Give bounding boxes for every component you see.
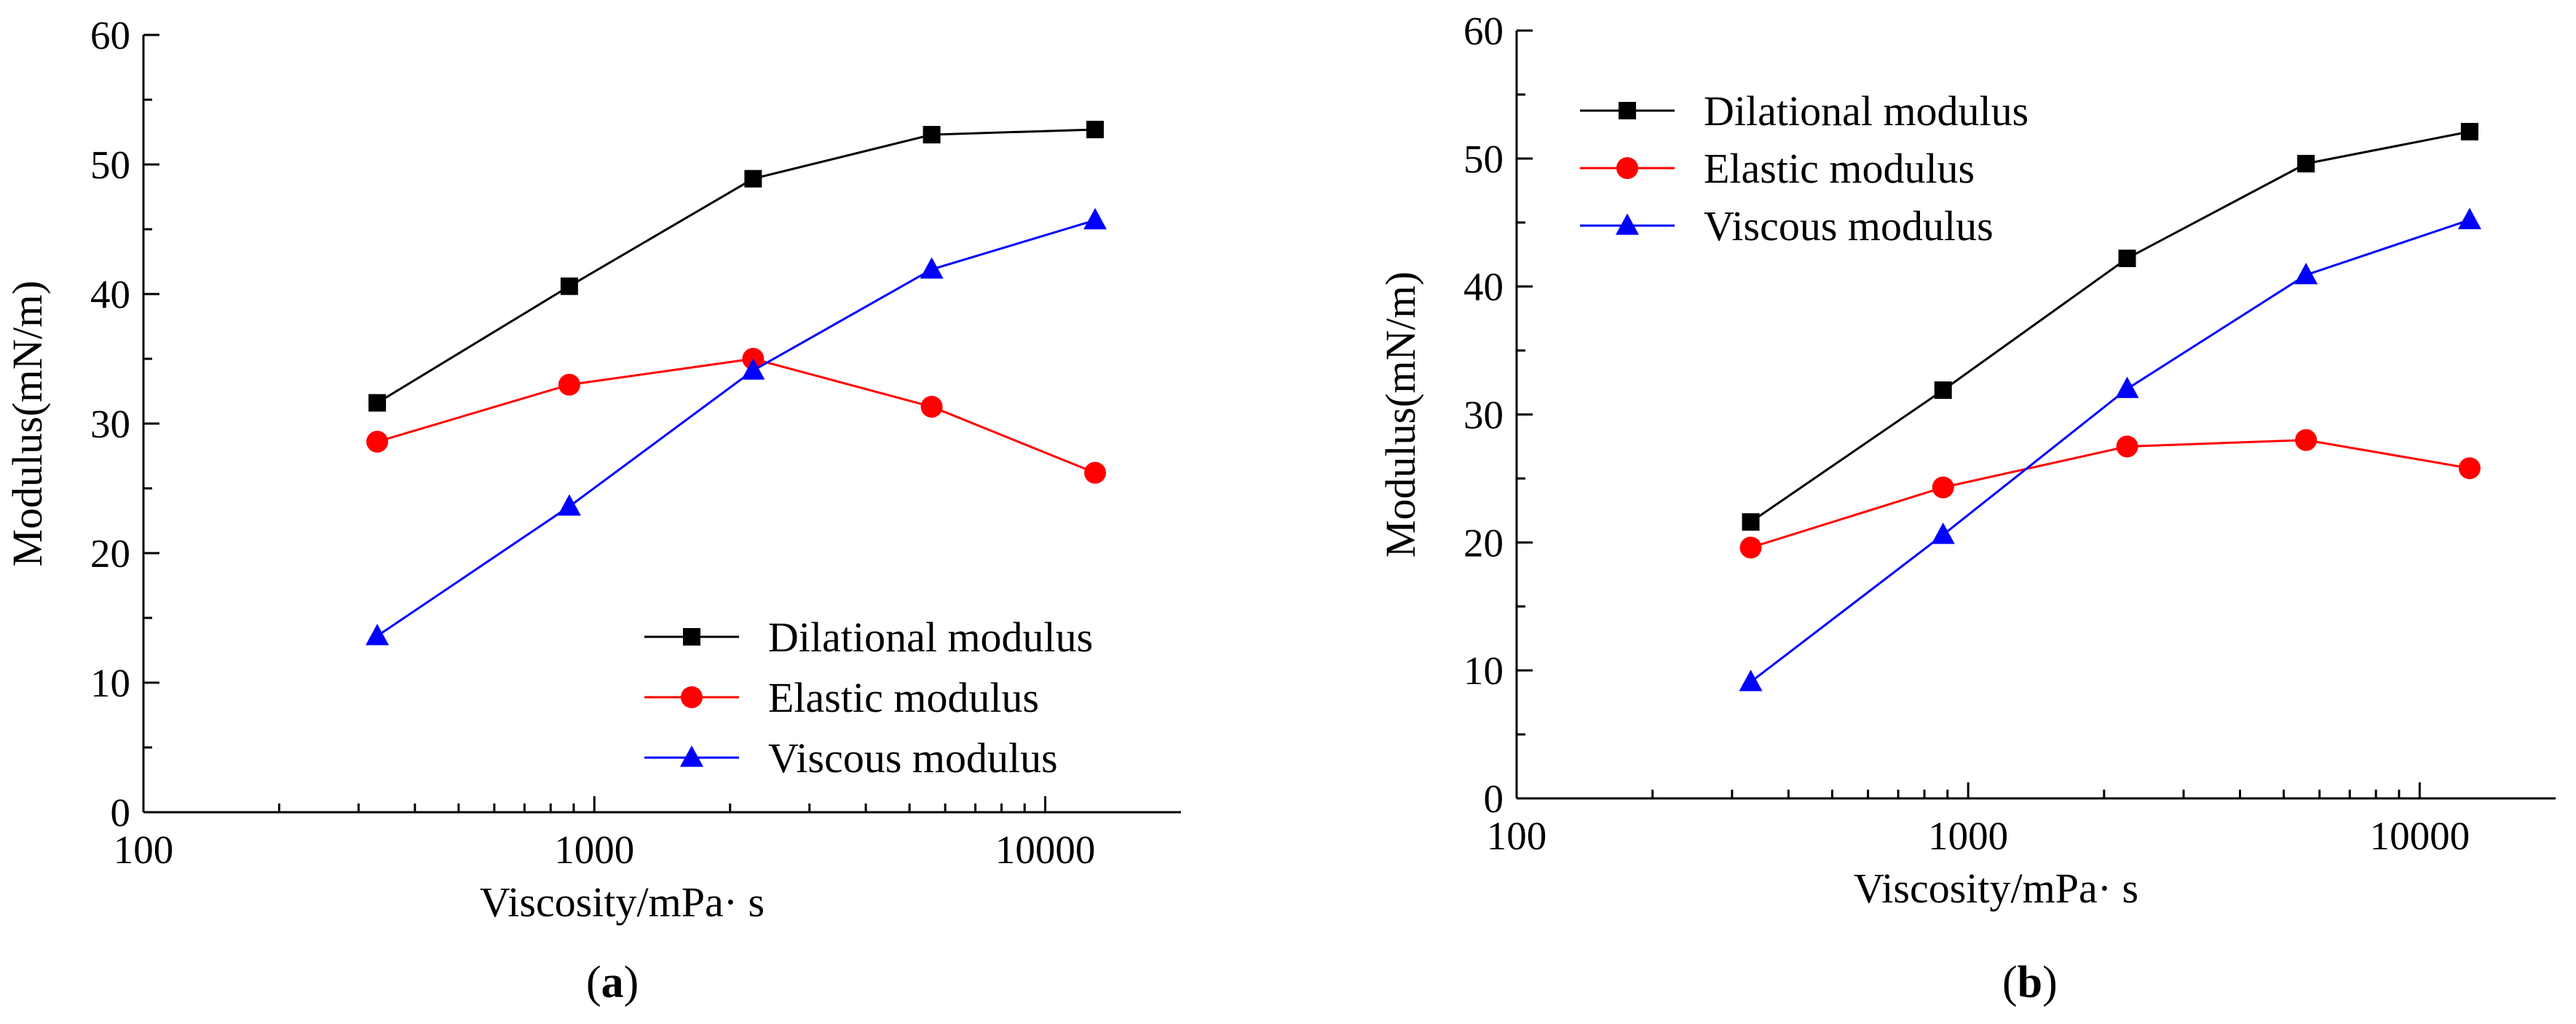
data-point [744,170,762,188]
legend-label: Dilational modulus [768,614,1093,661]
data-point [1083,207,1107,230]
x-tick-label: 10000 [995,827,1096,872]
data-point [2458,457,2481,480]
x-axis-label: Viscosity/mPa· s [480,878,764,926]
data-point [1932,476,1954,499]
data-point [557,494,581,516]
data-point [920,257,944,279]
legend-label: Dilational modulus [1704,87,2028,135]
x-tick-label: 1000 [1928,814,2008,858]
series-2 [1739,207,2481,691]
data-point [741,358,765,380]
chart-panel-a: 0 10 20 30 40 50 60 100 1000 10000 Viscosity/mPa· … [4,13,1181,1007]
y-tick-label: 20 [1463,520,1504,565]
legend-marker [681,686,703,708]
legend-marker [1616,213,1639,235]
panel-label: (a) [586,958,639,1007]
y-tick-label: 30 [1463,393,1504,437]
y-tick-label: 10 [90,661,130,705]
data-point [1934,381,1952,400]
series-line [1750,439,2470,549]
y-tick-label: 40 [1463,265,1504,309]
x-tick-label: 100 [114,827,174,872]
series-1 [366,348,1107,484]
y-tick-label: 0 [111,790,131,835]
x-axis-label: Viscosity/mPa· s [1854,865,2138,912]
data-point [366,624,390,646]
data-point [1086,120,1105,138]
data-point [920,395,943,418]
series-line [376,357,1096,475]
y-tick-label: 30 [90,402,130,446]
legend-marker [1619,102,1636,119]
y-tick-label: 40 [90,272,130,317]
panel-label: (b) [2002,958,2058,1007]
data-point [366,430,389,453]
legend-label: Viscous modulus [768,734,1058,782]
data-point [2297,154,2315,172]
data-point [2118,249,2136,267]
data-point [560,277,578,295]
y-tick-label: 60 [1463,9,1504,53]
legend-marker [1616,157,1638,179]
series-1 [1739,429,2481,559]
data-point [2116,435,2138,458]
data-point [1084,461,1107,484]
x-tick-label: 1000 [554,827,634,872]
data-point [2460,122,2478,140]
series-0 [1742,122,2478,531]
series-2 [366,207,1107,646]
y-tick-label: 50 [1463,137,1504,181]
data-point [1931,522,1955,544]
y-axis-label: Modulus(mN/m) [4,280,51,566]
x-tick-label: 10000 [2370,814,2470,858]
x-tick-label: 100 [1487,814,1547,858]
legend-marker [680,745,703,767]
data-point [1739,670,1763,691]
y-axis-label: Modulus(mN/m) [1377,271,1424,557]
legend-label: Elastic modulus [1704,145,1975,192]
data-point [558,373,580,396]
series-0 [368,120,1105,412]
data-point [2295,429,2318,451]
chart-panel-b: 0 10 20 30 40 50 60 100 1000 10000 Viscosity/mPa· … [1377,9,2556,1007]
legend-label: Elastic modulus [768,674,1039,721]
y-tick-label: 50 [90,143,130,187]
data-point [1739,536,1762,559]
legend-label: Viscous modulus [1704,202,1994,250]
legend-marker [683,628,700,646]
data-point [2457,207,2481,229]
y-tick-label: 10 [1463,648,1504,693]
data-point [368,394,387,412]
legend: Dilational modulus Elastic modulus Viscous… [644,614,1093,782]
data-point [2115,376,2139,398]
y-tick-label: 60 [90,13,130,57]
data-point [1742,513,1760,531]
y-tick-label: 0 [1484,777,1504,821]
y-tick-label: 20 [90,531,130,576]
data-point [2294,263,2318,285]
data-point [922,126,941,144]
legend: Dilational modulus Elastic modulus Viscous… [1580,87,2028,250]
